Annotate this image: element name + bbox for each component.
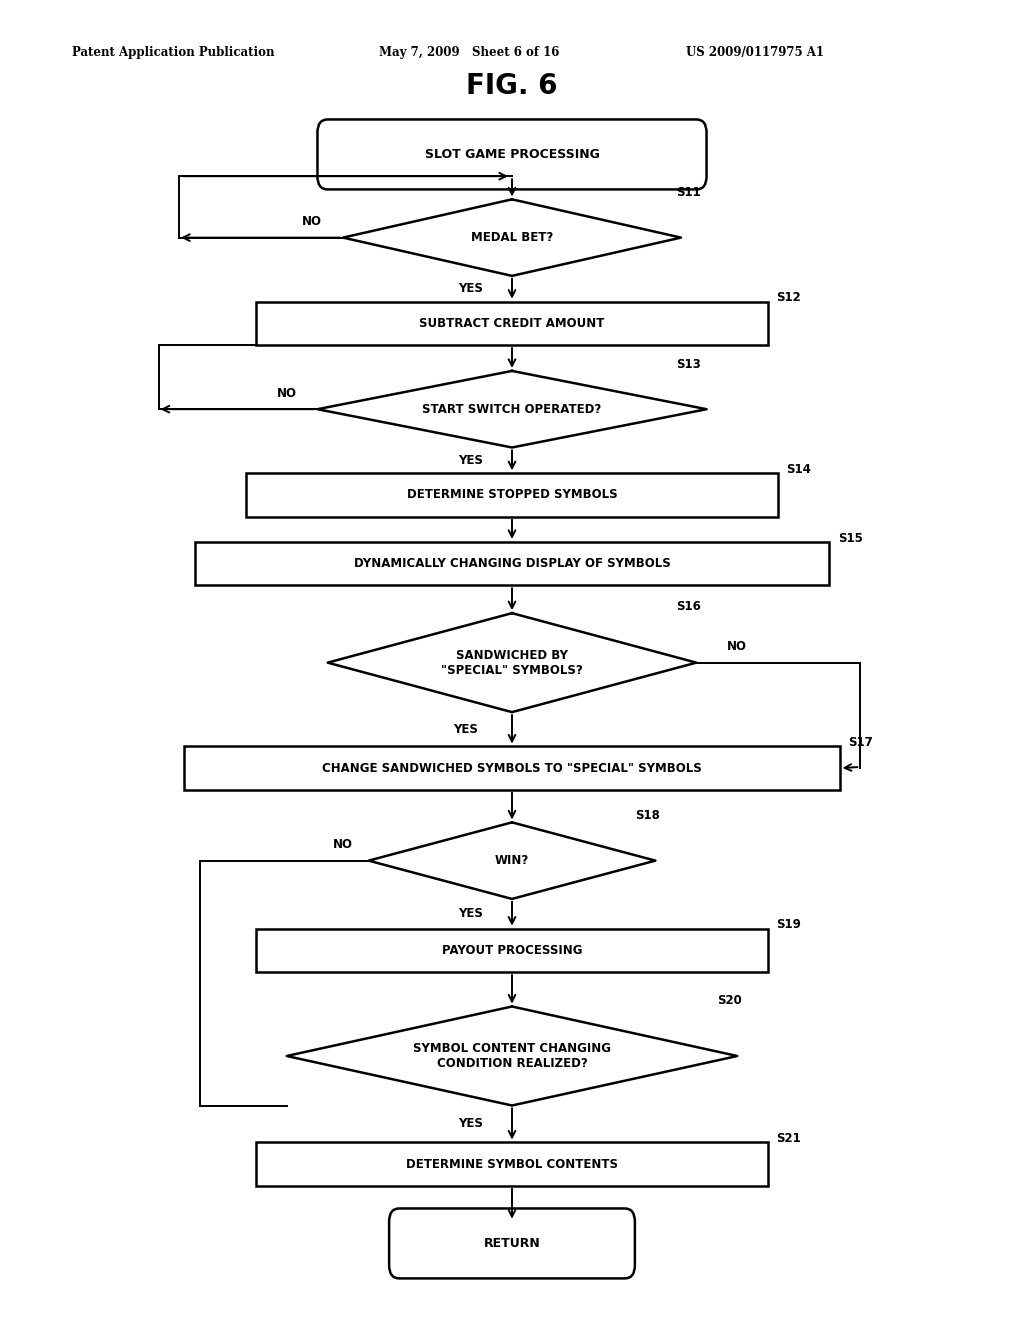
Bar xyxy=(256,929,768,972)
Text: RETURN: RETURN xyxy=(483,1237,541,1250)
Text: May 7, 2009   Sheet 6 of 16: May 7, 2009 Sheet 6 of 16 xyxy=(379,46,559,59)
Polygon shape xyxy=(369,822,655,899)
Text: S20: S20 xyxy=(717,994,741,1006)
Text: DETERMINE SYMBOL CONTENTS: DETERMINE SYMBOL CONTENTS xyxy=(406,1158,618,1171)
Bar xyxy=(184,747,840,789)
Text: MEDAL BET?: MEDAL BET? xyxy=(471,231,553,244)
Text: PAYOUT PROCESSING: PAYOUT PROCESSING xyxy=(441,944,583,957)
Text: NO: NO xyxy=(333,838,353,851)
Text: SUBTRACT CREDIT AMOUNT: SUBTRACT CREDIT AMOUNT xyxy=(419,317,605,330)
Text: S11: S11 xyxy=(676,186,700,199)
FancyBboxPatch shape xyxy=(317,119,707,189)
Text: NO: NO xyxy=(302,215,323,228)
Text: WIN?: WIN? xyxy=(495,854,529,867)
FancyBboxPatch shape xyxy=(389,1209,635,1278)
Text: NO: NO xyxy=(727,640,748,653)
Text: YES: YES xyxy=(459,907,483,920)
Text: START SWITCH OPERATED?: START SWITCH OPERATED? xyxy=(422,403,602,416)
Text: YES: YES xyxy=(459,1118,483,1130)
Text: S21: S21 xyxy=(776,1133,801,1144)
Text: SYMBOL CONTENT CHANGING
CONDITION REALIZED?: SYMBOL CONTENT CHANGING CONDITION REALIZ… xyxy=(413,1041,611,1071)
Text: S13: S13 xyxy=(676,358,700,371)
Bar xyxy=(246,473,778,516)
Bar xyxy=(256,1142,768,1185)
Text: SANDWICHED BY
"SPECIAL" SYMBOLS?: SANDWICHED BY "SPECIAL" SYMBOLS? xyxy=(441,648,583,677)
Text: S12: S12 xyxy=(776,292,801,305)
Text: FIG. 6: FIG. 6 xyxy=(466,71,558,100)
Text: S16: S16 xyxy=(676,601,700,612)
Text: DYNAMICALLY CHANGING DISPLAY OF SYMBOLS: DYNAMICALLY CHANGING DISPLAY OF SYMBOLS xyxy=(353,557,671,570)
Text: YES: YES xyxy=(454,723,478,735)
Text: SLOT GAME PROCESSING: SLOT GAME PROCESSING xyxy=(425,148,599,161)
Bar xyxy=(195,541,829,586)
Text: S17: S17 xyxy=(848,737,872,750)
Polygon shape xyxy=(287,1006,737,1106)
Polygon shape xyxy=(343,199,681,276)
Text: S18: S18 xyxy=(635,809,659,822)
Text: S15: S15 xyxy=(838,532,862,545)
Text: CHANGE SANDWICHED SYMBOLS TO "SPECIAL" SYMBOLS: CHANGE SANDWICHED SYMBOLS TO "SPECIAL" S… xyxy=(323,762,701,775)
Text: US 2009/0117975 A1: US 2009/0117975 A1 xyxy=(686,46,824,59)
Text: Patent Application Publication: Patent Application Publication xyxy=(72,46,274,59)
Polygon shape xyxy=(328,612,696,713)
Text: DETERMINE STOPPED SYMBOLS: DETERMINE STOPPED SYMBOLS xyxy=(407,488,617,502)
Text: NO: NO xyxy=(276,387,297,400)
Text: YES: YES xyxy=(459,454,483,467)
Polygon shape xyxy=(317,371,707,447)
Text: S14: S14 xyxy=(786,463,811,477)
Text: S19: S19 xyxy=(776,919,801,932)
Text: YES: YES xyxy=(459,282,483,296)
Bar xyxy=(256,301,768,345)
